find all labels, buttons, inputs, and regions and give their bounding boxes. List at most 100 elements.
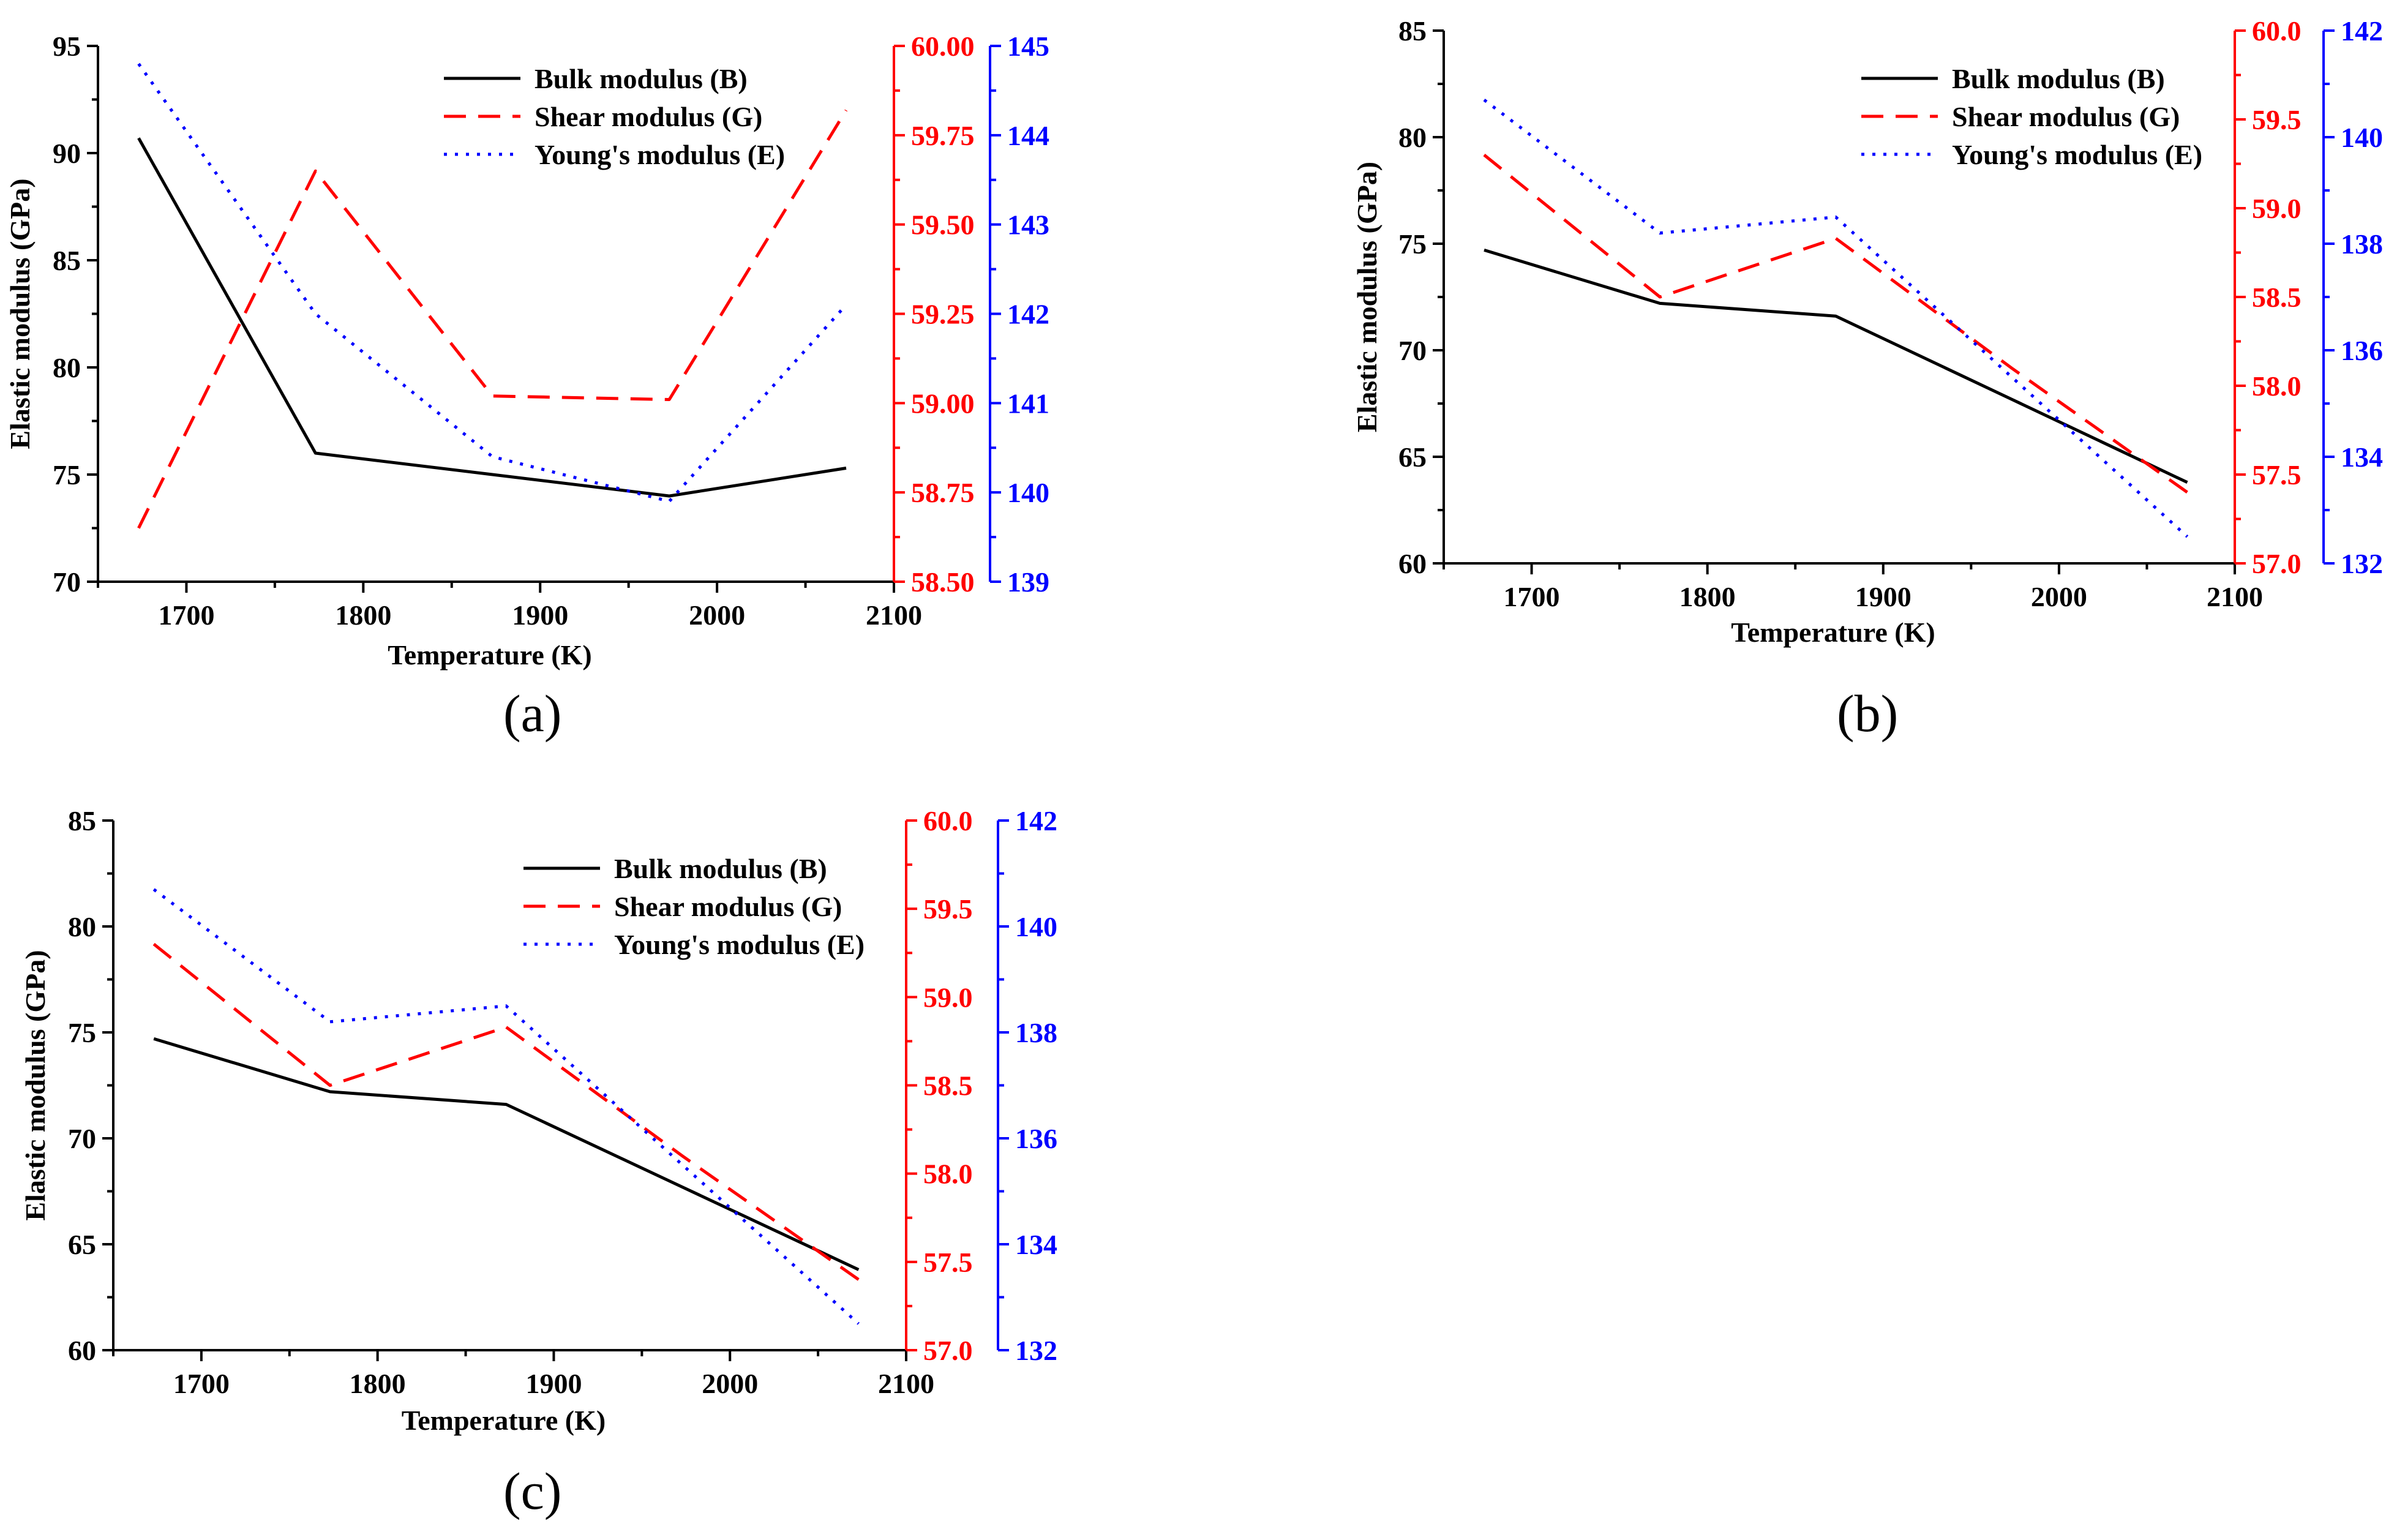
panel-c-y-axis-title: Elastic modulus (GPa) <box>20 950 51 1220</box>
panel-a-red-tick-label: 59.75 <box>911 120 975 151</box>
panel-b-red-tick-label: 60.0 <box>2252 15 2302 47</box>
panel-a-x-tick-label: 1700 <box>158 599 214 631</box>
panel-c-red-tick-label: 60.0 <box>923 805 973 836</box>
panel-a-series-1-line <box>137 109 848 529</box>
panel-c-series-0-line <box>153 1037 860 1271</box>
panel-c-blue-tick-label: 134 <box>1015 1229 1057 1260</box>
panel-c-left-tick-label: 60 <box>68 1335 96 1366</box>
panel-a-x-tick-label: 1900 <box>512 599 568 631</box>
panel-a-legend-label-2: Young's modulus (E) <box>535 139 785 170</box>
panel-a-red-tick-label: 58.50 <box>911 566 975 598</box>
panel-c-blue-tick-label: 138 <box>1015 1017 1057 1048</box>
panel-c-left-tick-label: 65 <box>68 1229 96 1260</box>
panel-a-blue-tick-label: 144 <box>1007 120 1049 151</box>
panel-c-blue-tick-label: 136 <box>1015 1123 1057 1154</box>
panel-a-blue-tick-label: 140 <box>1007 477 1049 508</box>
panel-c-red-tick-label: 57.0 <box>923 1335 973 1366</box>
panel-b-blue-tick-label: 134 <box>2341 441 2383 473</box>
panel-b-blue-tick-label: 140 <box>2341 122 2383 153</box>
panel-c-series-1-line <box>152 942 860 1281</box>
panel-a-left-tick-label: 85 <box>53 245 81 276</box>
panel-a-red-tick-label: 58.75 <box>911 477 975 508</box>
panel-b-blue-tick-label: 142 <box>2341 15 2383 47</box>
panel-a-left-tick-label: 70 <box>53 566 81 598</box>
panel-b-legend-label-0: Bulk modulus (B) <box>1952 63 2165 94</box>
panel-c-x-tick-label: 2000 <box>702 1368 758 1399</box>
panel-a-blue-tick-label: 139 <box>1007 566 1049 598</box>
panel-b-red-tick-label: 59.5 <box>2252 104 2302 135</box>
panel-caption-b: (b) <box>1837 684 1899 743</box>
panel-b-x-tick-label: 2100 <box>2207 581 2263 612</box>
panel-b-series-2-line <box>1483 99 2189 538</box>
panel-b-x-tick-label: 1700 <box>1504 581 1560 612</box>
panel-a-left-tick-label: 75 <box>53 459 81 490</box>
panel-c-series-2-line <box>152 888 860 1325</box>
panel-a-left-tick-label: 95 <box>53 31 81 62</box>
panel-c-left-tick-label: 80 <box>68 911 96 942</box>
panel-c-x-tick-label: 1700 <box>173 1368 230 1399</box>
panel-a-x-tick-label: 1800 <box>335 599 391 631</box>
panel-a-blue-tick-label: 141 <box>1007 388 1049 419</box>
panel-b-x-tick-label: 2000 <box>2031 581 2087 612</box>
panel-a-y-axis-title: Elastic modulus (GPa) <box>4 178 36 449</box>
panel-c-red-tick-label: 59.5 <box>923 893 973 925</box>
panel-a-red-tick-label: 59.25 <box>911 299 975 330</box>
panel-c-blue-tick-label: 142 <box>1015 805 1057 836</box>
panel-c-red-tick-label: 58.5 <box>923 1070 973 1102</box>
panel-b-legend-label-1: Shear modulus (G) <box>1952 101 2180 132</box>
panel-b-left-tick-label: 80 <box>1398 122 1427 153</box>
panel-b-left-tick-label: 85 <box>1398 15 1427 47</box>
panel-c-left-tick-label: 70 <box>68 1123 96 1154</box>
panel-b-red-tick-label: 59.0 <box>2252 193 2302 224</box>
panel-a-red-tick-label: 60.00 <box>911 31 975 62</box>
panel-a-x-tick-label: 2000 <box>689 599 745 631</box>
panel-c-left-tick-label: 75 <box>68 1017 96 1048</box>
panel-a-red-tick-label: 59.00 <box>911 388 975 419</box>
panel-b-x-axis-title: Temperature (K) <box>1731 617 1935 648</box>
panel-b-legend-label-2: Young's modulus (E) <box>1952 139 2202 170</box>
panel-c-x-tick-label: 1800 <box>350 1368 406 1399</box>
panel-c-x-tick-label: 2100 <box>878 1368 934 1399</box>
panel-b-blue-tick-label: 136 <box>2341 335 2383 366</box>
panel-a-blue-tick-label: 143 <box>1007 209 1049 241</box>
panel-a-legend-label-0: Bulk modulus (B) <box>535 63 748 94</box>
panel-a-blue-tick-label: 142 <box>1007 299 1049 330</box>
panel-c-left-tick-label: 85 <box>68 805 96 836</box>
panel-a-series-0-line <box>137 137 847 498</box>
panel-b-left-tick-label: 70 <box>1398 335 1427 366</box>
panel-a-x-axis-title: Temperature (K) <box>388 639 591 670</box>
panel-c-legend-label-1: Shear modulus (G) <box>614 891 842 922</box>
panel-a-blue-tick-label: 145 <box>1007 31 1049 62</box>
panel-a-x-tick-label: 2100 <box>866 599 922 631</box>
panel-a-red-tick-label: 59.50 <box>911 209 975 241</box>
panel-b-red-tick-label: 58.0 <box>2252 370 2302 402</box>
panel-b-x-tick-label: 1800 <box>1679 581 1736 612</box>
panel-b-series-0-line <box>1484 249 2188 484</box>
panel-b-series-1-line <box>1483 154 2188 494</box>
panel-c-blue-tick-label: 140 <box>1015 911 1057 942</box>
panel-b-red-tick-label: 57.0 <box>2252 548 2302 579</box>
panel-b-red-tick-label: 57.5 <box>2252 459 2302 490</box>
panel-c-legend-label-2: Young's modulus (E) <box>614 929 865 960</box>
panel-caption-c: (c) <box>503 1462 562 1520</box>
panel-c-x-axis-title: Temperature (K) <box>402 1405 606 1436</box>
panel-b-x-tick-label: 1900 <box>1855 581 1912 612</box>
panel-c-blue-tick-label: 132 <box>1015 1335 1057 1366</box>
panel-c-x-tick-label: 1900 <box>525 1368 582 1399</box>
panel-c-red-tick-label: 59.0 <box>923 982 973 1013</box>
panel-c-red-tick-label: 58.0 <box>923 1159 973 1190</box>
panel-b-red-tick-label: 58.5 <box>2252 282 2302 313</box>
panel-c-red-tick-label: 57.5 <box>923 1247 973 1278</box>
panel-caption-a: (a) <box>503 684 562 743</box>
panel-b-left-tick-label: 65 <box>1398 441 1427 473</box>
panel-c-legend-label-0: Bulk modulus (B) <box>614 853 827 884</box>
panel-a-left-tick-label: 90 <box>53 138 81 169</box>
panel-a-left-tick-label: 80 <box>53 352 81 383</box>
panel-b-blue-tick-label: 132 <box>2341 548 2383 579</box>
panel-b-blue-tick-label: 138 <box>2341 228 2383 260</box>
panel-b-left-tick-label: 60 <box>1398 548 1427 579</box>
panel-b-left-tick-label: 75 <box>1398 228 1427 260</box>
panel-a-legend-label-1: Shear modulus (G) <box>535 101 762 132</box>
